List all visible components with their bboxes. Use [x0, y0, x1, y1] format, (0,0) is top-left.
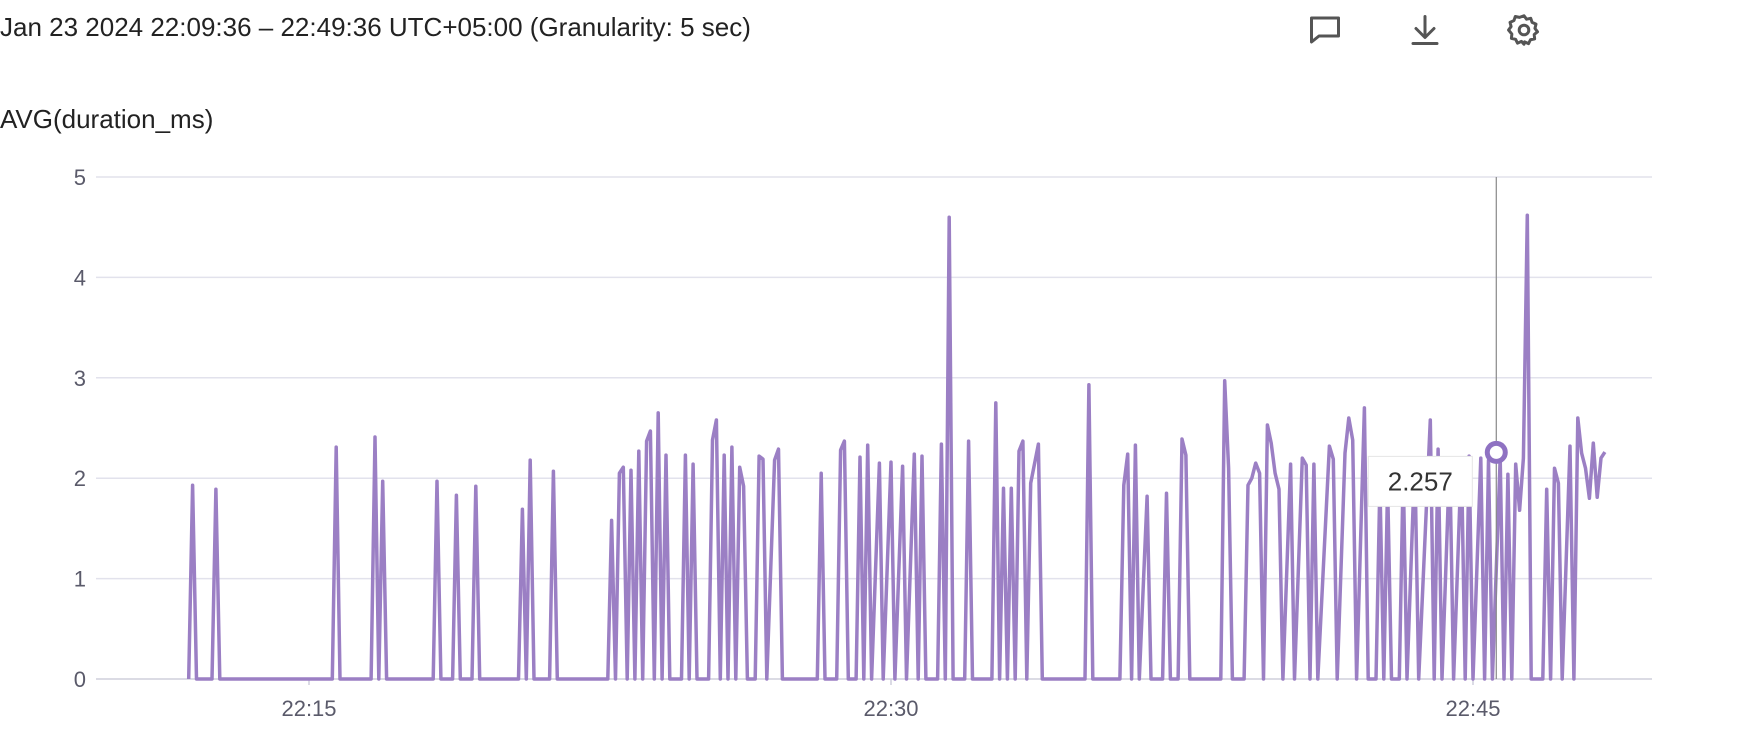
hover-point — [1484, 440, 1508, 464]
x-tick-label: 22:15 — [281, 696, 336, 721]
y-axis-ticks: 0 1 2 3 4 5 — [74, 165, 86, 692]
x-tick-label: 22:45 — [1445, 696, 1500, 721]
y-tick-label: 2 — [74, 466, 86, 491]
y-tick-label: 1 — [74, 567, 86, 592]
settings-icon[interactable] — [1502, 8, 1546, 52]
y-tick-label: 5 — [74, 165, 86, 190]
x-tick-label: 22:30 — [863, 696, 918, 721]
y-axis-title: AVG(duration_ms) — [0, 104, 214, 134]
series-group — [186, 213, 1607, 681]
comment-icon[interactable] — [1303, 8, 1347, 52]
hover-group: 2.257 — [1367, 177, 1508, 679]
chart-header: Jan 23 2024 22:09:36 – 22:49:36 UTC+05:0… — [0, 8, 1758, 48]
download-icon[interactable] — [1403, 8, 1447, 52]
tooltip-box — [1367, 455, 1473, 507]
tooltip-value: 2.257 — [1388, 466, 1453, 496]
y-tick-label: 4 — [74, 265, 86, 290]
time-range-label: Jan 23 2024 22:09:36 – 22:49:36 UTC+05:0… — [0, 12, 751, 42]
y-tick-label: 0 — [74, 667, 86, 692]
y-tick-label: 3 — [74, 366, 86, 391]
series-line-0 — [186, 213, 1607, 681]
x-axis-ticks: 22:15 22:30 22:45 — [281, 679, 1501, 721]
